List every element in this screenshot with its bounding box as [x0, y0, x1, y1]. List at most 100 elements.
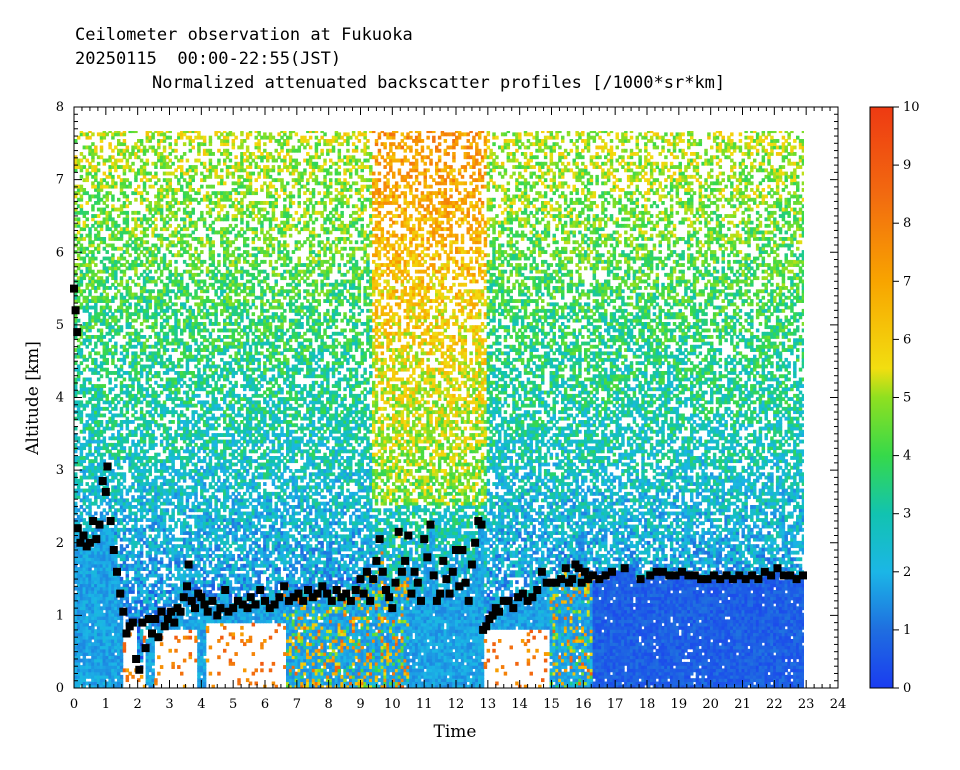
cloud-base-point — [465, 597, 473, 605]
cloud-base-point — [433, 597, 441, 605]
cloud-base-point — [180, 593, 188, 601]
cloud-base-point — [366, 597, 374, 605]
cloud-base-point — [102, 488, 110, 496]
cloud-base-point — [385, 593, 393, 601]
cloud-base-point — [333, 586, 341, 594]
cloud-base-point — [280, 582, 288, 590]
cloud-base-point — [372, 557, 380, 565]
x-tick-label: 8 — [325, 697, 333, 712]
cloud-base-point — [568, 575, 576, 583]
cloud-base-point — [142, 644, 150, 652]
cloud-base-point — [161, 622, 169, 630]
cloud-base-point — [505, 597, 513, 605]
plot-area: 0 1 2 3 4 5 6 7 8 9 10 11 12 13 14 15 16 17 18 19 20 21 22 23 24… — [56, 100, 847, 712]
cloud-base-point — [509, 604, 517, 612]
cloud-base-point — [519, 590, 527, 598]
cloud-base-point — [414, 579, 422, 587]
cloud-base-point — [151, 615, 159, 623]
y-tick-label: 4 — [56, 391, 64, 406]
colorbar-tick-label: 3 — [903, 507, 911, 522]
x-tick-label: 4 — [197, 697, 205, 712]
cloud-base-point — [185, 561, 193, 569]
cloud-base-point — [177, 608, 185, 616]
x-tick-label: 0 — [70, 697, 78, 712]
x-tick-label: 9 — [356, 697, 364, 712]
cloud-base-point — [154, 633, 162, 641]
x-tick-label: 2 — [134, 697, 142, 712]
cloud-base-point — [99, 477, 107, 485]
cloud-base-point — [213, 611, 221, 619]
cloud-base-point — [446, 590, 454, 598]
x-tick-label: 6 — [261, 697, 269, 712]
cloud-base-point — [314, 590, 322, 598]
x-tick-label: 22 — [766, 697, 783, 712]
cloud-base-point — [323, 590, 331, 598]
cloud-base-point — [471, 539, 479, 547]
x-tick-label: 3 — [165, 697, 173, 712]
cloud-base-point — [495, 608, 503, 616]
cloud-base-point — [411, 568, 419, 576]
cloud-base-point — [557, 575, 565, 583]
cloud-base-point — [261, 597, 269, 605]
cloud-base-point — [119, 608, 127, 616]
cloud-base-point — [608, 568, 616, 576]
cloud-base-point — [352, 586, 360, 594]
cloud-base-point — [427, 521, 435, 529]
cloud-base-point — [103, 463, 111, 471]
cloud-base-point — [799, 571, 807, 579]
x-tick-label: 11 — [416, 697, 433, 712]
cloud-base-point — [299, 597, 307, 605]
colorbar-tick-label: 2 — [903, 565, 911, 580]
cloud-base-point — [439, 557, 447, 565]
cloud-base-point — [347, 597, 355, 605]
cloud-base-point — [401, 557, 409, 565]
cloud-base-point — [382, 586, 390, 594]
colorbar-tick-label: 1 — [903, 623, 911, 638]
cloud-base-point — [562, 564, 570, 572]
cloud-base-point — [357, 575, 365, 583]
cloud-base-point — [392, 579, 400, 587]
cloud-base-point — [395, 528, 403, 536]
cloud-base-point — [420, 535, 428, 543]
cloud-base-point — [478, 521, 486, 529]
y-axis-label: Altitude [km] — [23, 341, 43, 456]
cloud-base-point — [116, 590, 124, 598]
cloud-base-point — [458, 546, 466, 554]
cloud-base-point — [123, 630, 131, 638]
cloud-base-point — [271, 601, 279, 609]
colorbar-tick-label: 10 — [903, 100, 920, 115]
cloud-base-point — [135, 666, 143, 674]
cloud-base-point — [417, 597, 425, 605]
y-tick-label: 7 — [56, 173, 64, 188]
cloud-base-point — [398, 568, 406, 576]
x-tick-label: 16 — [575, 697, 592, 712]
colorbar-tick-label: 8 — [903, 216, 911, 231]
x-axis-label: Time — [434, 722, 477, 742]
cloud-base-point — [436, 590, 444, 598]
cloud-base-point — [229, 604, 237, 612]
cloud-base-point — [360, 590, 368, 598]
cloud-base-point — [767, 571, 775, 579]
y-tick-label: 6 — [56, 245, 64, 260]
y-tick-label: 5 — [56, 318, 64, 333]
cloud-base-point — [209, 597, 217, 605]
cloud-base-point — [107, 517, 115, 525]
cloud-base-point — [191, 604, 199, 612]
y-tick-label: 3 — [56, 463, 64, 478]
x-tick-label: 19 — [671, 697, 688, 712]
cloud-base-point — [113, 568, 121, 576]
x-tick-label: 23 — [798, 697, 815, 712]
x-tick-label: 7 — [293, 697, 301, 712]
x-tick-label: 1 — [102, 697, 110, 712]
cloud-base-point — [369, 575, 377, 583]
cloud-base-point — [183, 582, 191, 590]
x-tick-label: 24 — [830, 697, 847, 712]
cloud-base-point — [328, 597, 336, 605]
cloud-base-point — [221, 586, 229, 594]
cloud-base-point — [252, 601, 260, 609]
cloud-base-point — [581, 568, 589, 576]
cloud-base-point — [528, 593, 536, 601]
colorbar-tick-label: 6 — [903, 332, 911, 347]
y-tick-label: 0 — [56, 681, 64, 696]
